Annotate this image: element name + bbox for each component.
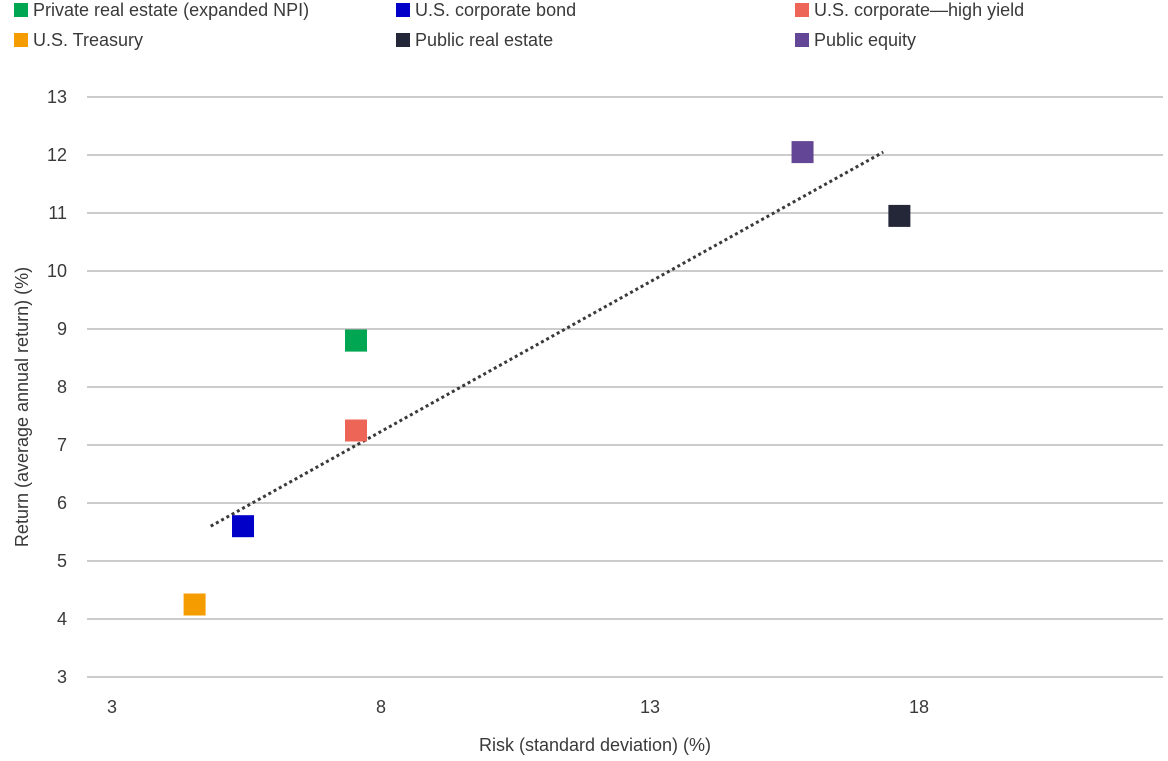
legend-label: Private real estate (expanded NPI) bbox=[33, 0, 310, 20]
data-point bbox=[345, 329, 367, 352]
x-tick-labels: 38131823 bbox=[107, 697, 929, 717]
y-tick-label: 13 bbox=[47, 87, 67, 107]
data-point bbox=[888, 204, 911, 227]
legend-item: U.S. corporate—high yield bbox=[795, 0, 1024, 21]
legend-swatch bbox=[396, 3, 410, 17]
legend-swatch bbox=[795, 3, 809, 17]
legend-label: U.S. corporate bond bbox=[415, 0, 577, 20]
y-tick-label: 8 bbox=[57, 377, 67, 397]
legend-item: Public real estate bbox=[396, 29, 553, 51]
y-axis-title: Return (average annual return) (%) bbox=[12, 267, 32, 547]
legend-item: U.S. corporate bond bbox=[396, 0, 576, 21]
x-tick-label: 3 bbox=[107, 697, 117, 717]
y-tick-label: 7 bbox=[57, 435, 67, 455]
data-point bbox=[791, 141, 814, 164]
legend-label: U.S. Treasury bbox=[33, 30, 144, 50]
y-tick-label: 3 bbox=[57, 667, 67, 687]
legend-swatch bbox=[396, 33, 410, 47]
y-tick-label: 6 bbox=[57, 493, 67, 513]
y-tick-label: 10 bbox=[47, 261, 67, 281]
y-tick-label: 12 bbox=[47, 145, 67, 165]
legend-swatch bbox=[795, 33, 809, 47]
trendline bbox=[210, 150, 884, 528]
y-tick-label: 5 bbox=[57, 551, 67, 571]
y-tick-label: 9 bbox=[57, 319, 67, 339]
legend-swatch bbox=[14, 33, 28, 47]
legend-item: U.S. Treasury bbox=[14, 29, 143, 51]
y-tick-label: 4 bbox=[57, 609, 67, 629]
x-tick-label: 18 bbox=[909, 697, 929, 717]
legend-item: Private real estate (expanded NPI) bbox=[14, 0, 309, 21]
legend-label: Public real estate bbox=[415, 30, 554, 50]
data-point bbox=[345, 419, 367, 442]
legend: Private real estate (expanded NPI) U.S. c… bbox=[0, 0, 1168, 60]
data-point bbox=[183, 593, 206, 616]
trendline-group bbox=[210, 150, 884, 528]
gridlines bbox=[87, 96, 1163, 678]
data-point bbox=[232, 515, 255, 538]
legend-swatch bbox=[14, 3, 28, 17]
y-tick-labels: 3 4 5 6 7 8 9 10 11 12 13 bbox=[47, 87, 67, 687]
y-tick-label: 11 bbox=[48, 203, 67, 223]
legend-item: Public equity bbox=[795, 29, 916, 51]
legend-label: Public equity bbox=[814, 30, 917, 50]
x-axis-title: Risk (standard deviation) (%) bbox=[479, 735, 711, 755]
data-points bbox=[183, 141, 911, 616]
legend-label: U.S. corporate—high yield bbox=[814, 0, 1025, 20]
x-tick-label: 8 bbox=[376, 697, 386, 717]
x-tick-label: 13 bbox=[640, 697, 660, 717]
